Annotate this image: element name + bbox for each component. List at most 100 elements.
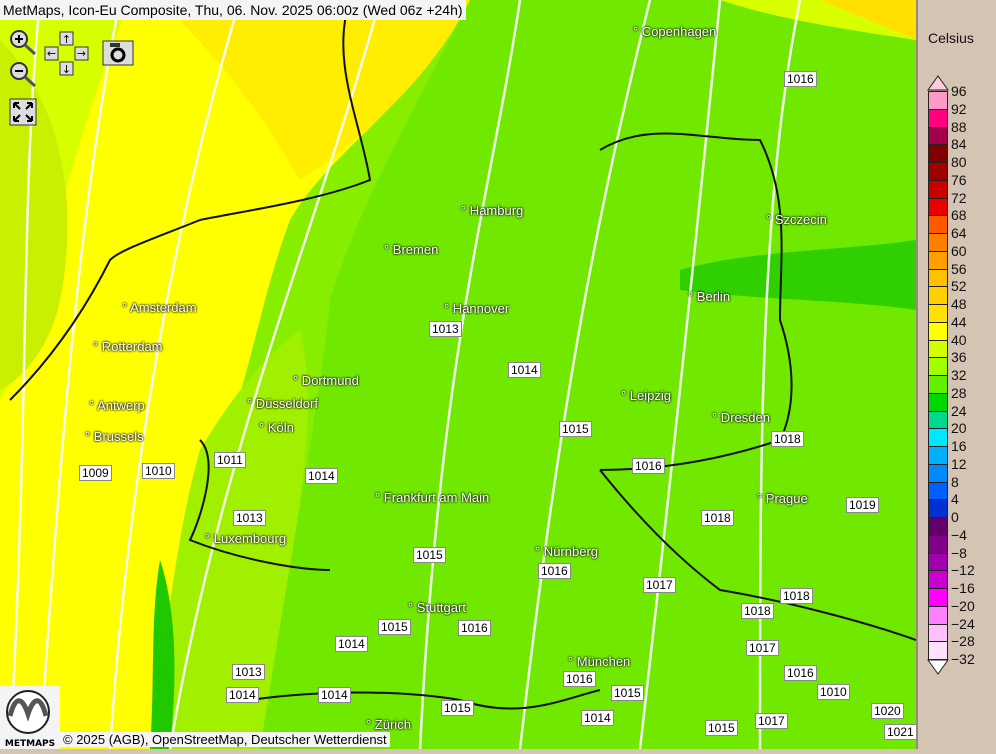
city-label: ° Rotterdam [93,339,163,354]
isobar-label: 1018 [780,588,813,604]
legend-label: 20 [951,420,967,437]
city-label: ° Brussels [85,429,144,444]
legend-label: 92 [951,100,967,117]
legend-color-box [928,197,948,217]
legend-label: −8 [951,544,967,561]
isobar-label: 1016 [632,458,665,474]
svg-text:↑: ↑ [62,33,71,46]
legend-color-box [928,91,948,110]
legend-label: 84 [951,136,967,153]
legend-unit: Celsius [928,30,974,46]
legend-color-box [928,339,948,359]
isobar-label: 1020 [871,703,904,719]
isobar-label: 1009 [79,465,112,481]
isobar-label: 1013 [232,664,265,680]
city-label: ° Dortmund [293,373,359,388]
weather-map[interactable] [0,0,916,749]
isobar-label: 1015 [559,421,592,437]
temperature-legend: Celsius 96 92 88 84 80 76 72 68 64 60 56 52 48 44 40 36… [916,0,996,749]
isobar-label: 1015 [378,619,411,635]
isobar-label: 1014 [335,636,368,652]
svg-text:→: → [77,47,86,60]
isobar-label: 1021 [884,724,917,740]
city-label: ° Zürich [366,717,411,732]
legend-color-box [928,268,948,288]
isobar-label: 1015 [413,547,446,563]
isobar-label: 1018 [741,603,774,619]
city-label: ° Copenhagen [633,24,717,39]
city-label: ° Nürnberg [535,544,599,559]
legend-color-box [928,570,948,589]
legend-label: −28 [951,633,975,650]
legend-label: 64 [951,225,967,241]
svg-text:←: ← [47,47,56,60]
isobar-label: 1015 [705,720,738,736]
isobar-label: 1011 [214,452,246,468]
isobar-label: 1018 [701,510,734,526]
legend-color-box [928,375,948,394]
legend-label: −16 [951,580,975,596]
legend-color-box [928,215,948,234]
legend-label: 36 [951,349,967,366]
legend-label: 28 [951,384,967,401]
metmaps-logo: METMAPS [0,686,60,749]
legend-label: 4 [951,491,959,508]
legend-label: −12 [951,562,975,579]
legend-color-box [928,144,948,163]
isobar-label: 1017 [755,713,788,729]
isobar-label: 1014 [305,468,338,484]
legend-label: 72 [951,189,967,206]
legend-color-box [928,588,948,607]
zoom-out-icon[interactable] [8,60,38,88]
isobar-label: 1016 [538,563,571,579]
svg-text:↓: ↓ [62,63,71,76]
isobar-label: 1014 [318,687,351,703]
legend-label: 52 [951,278,967,295]
legend-color-box [928,428,948,447]
city-label: ° Leipzig [621,388,672,403]
legend-color-box [928,499,948,518]
isobar-label: 1013 [429,321,462,337]
legend-label: 60 [951,242,967,259]
zoom-in-icon[interactable] [8,28,38,56]
isobar-label: 1010 [142,463,175,479]
city-label: ° Prague [757,491,808,506]
legend-label: 88 [951,118,967,135]
legend-label: 12 [951,455,967,472]
isobar-label: 1016 [784,665,817,681]
isobar-label: 1016 [563,671,596,687]
legend-color-box [928,481,948,501]
temperature-field [0,0,916,749]
legend-color-box [928,623,948,643]
legend-color-box [928,552,948,572]
fullscreen-icon[interactable] [9,98,37,126]
isobar-label: 1014 [581,710,614,726]
legend-color-box [928,304,948,323]
legend-color-box [928,357,948,376]
city-label: ° Szczecin [766,212,827,227]
legend-label: 16 [951,438,967,454]
legend-color-box [928,641,948,660]
city-label: ° Berlin [688,289,731,304]
isobar-label: 1016 [784,71,817,87]
legend-label: 0 [951,509,959,525]
legend-bottom-arrow [927,659,949,675]
map-credit: © 2025 (AGB), OpenStreetMap, Deutscher W… [60,732,390,747]
legend-label: 40 [951,331,967,348]
city-label: ° Antwerp [89,398,145,413]
isobar-label: 1014 [508,362,541,378]
legend-color-box [928,162,948,181]
camera-icon[interactable] [102,40,134,66]
svg-text:METMAPS: METMAPS [5,739,55,749]
legend-label: −4 [951,526,967,543]
legend-color-box [928,286,948,305]
city-label: ° Köln [259,420,294,435]
legend-label: 48 [951,296,967,312]
city-label: ° Düsseldorf [247,396,318,411]
pan-arrows-icon[interactable]: ↑ ↓ ← → [44,31,90,77]
legend-top-arrow [927,75,949,91]
isobar-label: 1014 [226,687,259,703]
legend-color-box [928,463,948,483]
isobar-label: 1019 [846,497,879,513]
legend-color-box [928,126,948,146]
